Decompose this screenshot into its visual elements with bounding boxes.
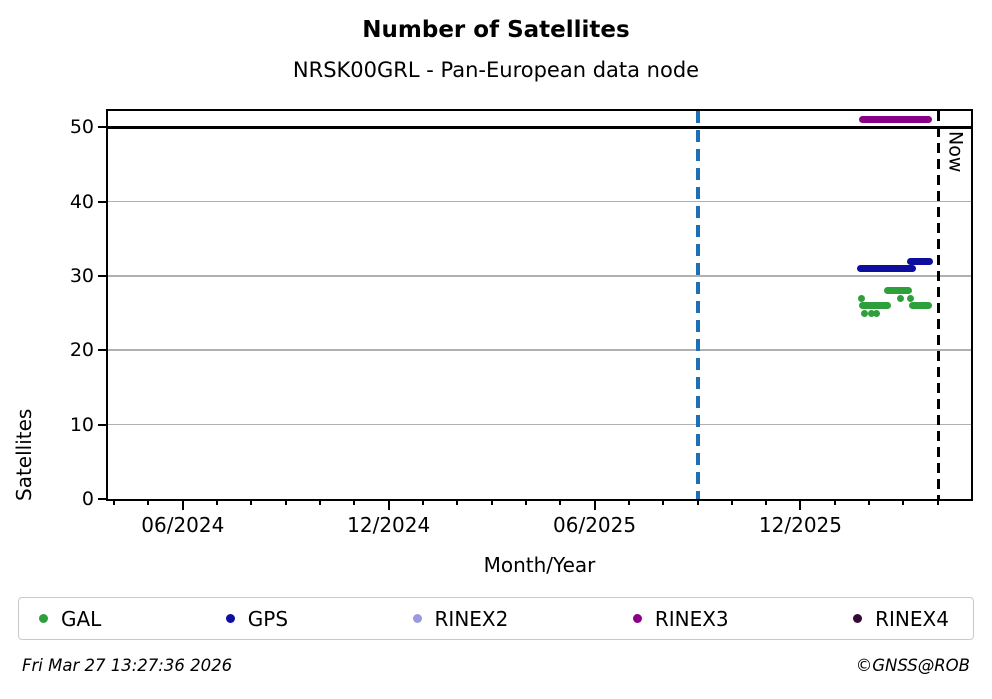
series-segment-gal <box>859 302 892 310</box>
series-segment-gps <box>906 257 933 265</box>
gridline-y30 <box>108 275 971 277</box>
series-segment-gps <box>857 265 917 273</box>
y-tick-label-30: 30 <box>69 265 94 287</box>
y-tick-30 <box>98 275 107 277</box>
now-line <box>937 111 940 499</box>
legend-label-rinex3: RINEX3 <box>654 606 729 631</box>
legend-dot-rinex4-icon <box>853 614 863 623</box>
x-tick-minor <box>490 499 493 505</box>
series-point-gal <box>873 309 881 317</box>
x-tick-label: 06/2025 <box>553 513 637 537</box>
legend-item-gal: GAL <box>39 607 101 631</box>
max-satellites-line <box>108 126 971 129</box>
x-tick-minor <box>147 499 150 505</box>
chart-title: Number of Satellites <box>362 17 630 43</box>
x-tick-minor <box>456 499 459 505</box>
legend-dot-rinex2-icon <box>412 614 422 623</box>
plot-area: 0 10 20 30 40 50 06/2024 12/2024 06/2025 12/2025 N… <box>70 109 973 537</box>
x-tick-major <box>387 499 390 510</box>
x-tick-label: 12/2025 <box>758 513 842 537</box>
x-tick-label: 06/2024 <box>141 513 225 537</box>
series-point-gal <box>867 309 875 317</box>
x-tick-minor <box>902 499 905 505</box>
x-tick-minor <box>250 499 253 505</box>
timestamp: Fri Mar 27 13:27:36 2026 <box>22 656 233 675</box>
x-tick-major <box>799 499 802 510</box>
series-segment-gal <box>908 302 932 310</box>
chart-subtitle: NRSK00GRL - Pan-European data node <box>292 58 700 82</box>
legend-item-rinex4: RINEX4 <box>853 607 949 631</box>
x-tick-minor <box>868 499 871 505</box>
x-tick-minor <box>319 499 322 505</box>
legend-dot-gps-icon <box>225 614 235 623</box>
y-tick-10 <box>98 423 107 426</box>
x-tick-minor <box>559 499 562 505</box>
x-tick-label: 12/2024 <box>347 513 431 537</box>
legend-item-rinex2: RINEX2 <box>412 606 509 631</box>
gridline-y40 <box>108 200 971 203</box>
x-tick-minor <box>662 499 665 505</box>
x-tick-minor <box>696 499 699 505</box>
x-tick-major <box>593 499 596 510</box>
y-tick-label-10: 10 <box>69 413 94 436</box>
legend: GAL GPS RINEX2 RINEX3 RINEX4 <box>18 597 974 640</box>
y-tick-50 <box>98 126 107 129</box>
series-segment-rinex3 <box>859 116 932 124</box>
legend-item-rinex3: RINEX3 <box>632 606 729 631</box>
x-tick-minor <box>936 499 939 505</box>
credit: ©GNSS@ROB <box>855 656 970 675</box>
x-tick-minor <box>765 499 768 505</box>
y-tick-20 <box>98 349 107 352</box>
x-tick-minor <box>353 499 356 505</box>
series-point-gal <box>861 309 869 317</box>
x-tick-minor <box>833 499 836 505</box>
legend-dot-rinex3-icon <box>632 614 642 623</box>
series-point-gal <box>897 294 905 302</box>
x-tick-minor <box>422 499 424 505</box>
x-tick-minor <box>113 499 116 505</box>
legend-label-rinex4: RINEX4 <box>875 606 949 631</box>
x-tick-major <box>181 499 184 510</box>
y-tick-label-0: 0 <box>81 488 94 510</box>
legend-label-gal: GAL <box>61 606 102 631</box>
series-point-gal <box>907 294 915 302</box>
legend-dot-gal-icon <box>39 614 48 623</box>
y-tick-label-20: 20 <box>69 339 94 362</box>
x-tick-minor <box>730 499 733 505</box>
x-tick-minor <box>284 499 287 505</box>
now-label: Now <box>944 131 967 173</box>
series-point-gal <box>857 294 865 302</box>
y-axis-label: Satellites <box>12 408 36 501</box>
event-line <box>696 111 700 499</box>
gridline-y20 <box>108 349 971 351</box>
x-tick-minor <box>216 499 219 505</box>
legend-item-gps: GPS <box>225 606 289 631</box>
y-tick-label-50: 50 <box>69 116 94 139</box>
y-tick-label-40: 40 <box>69 190 94 213</box>
y-tick-0 <box>98 498 107 500</box>
x-tick-minor <box>627 499 630 505</box>
legend-label-gps: GPS <box>247 606 289 631</box>
x-axis-label: Month/Year <box>483 553 596 577</box>
series-segment-gal <box>884 287 912 295</box>
x-tick-minor <box>524 499 527 505</box>
legend-label-rinex2: RINEX2 <box>434 606 509 631</box>
y-tick-40 <box>98 200 107 203</box>
gridline-y10 <box>108 423 971 426</box>
